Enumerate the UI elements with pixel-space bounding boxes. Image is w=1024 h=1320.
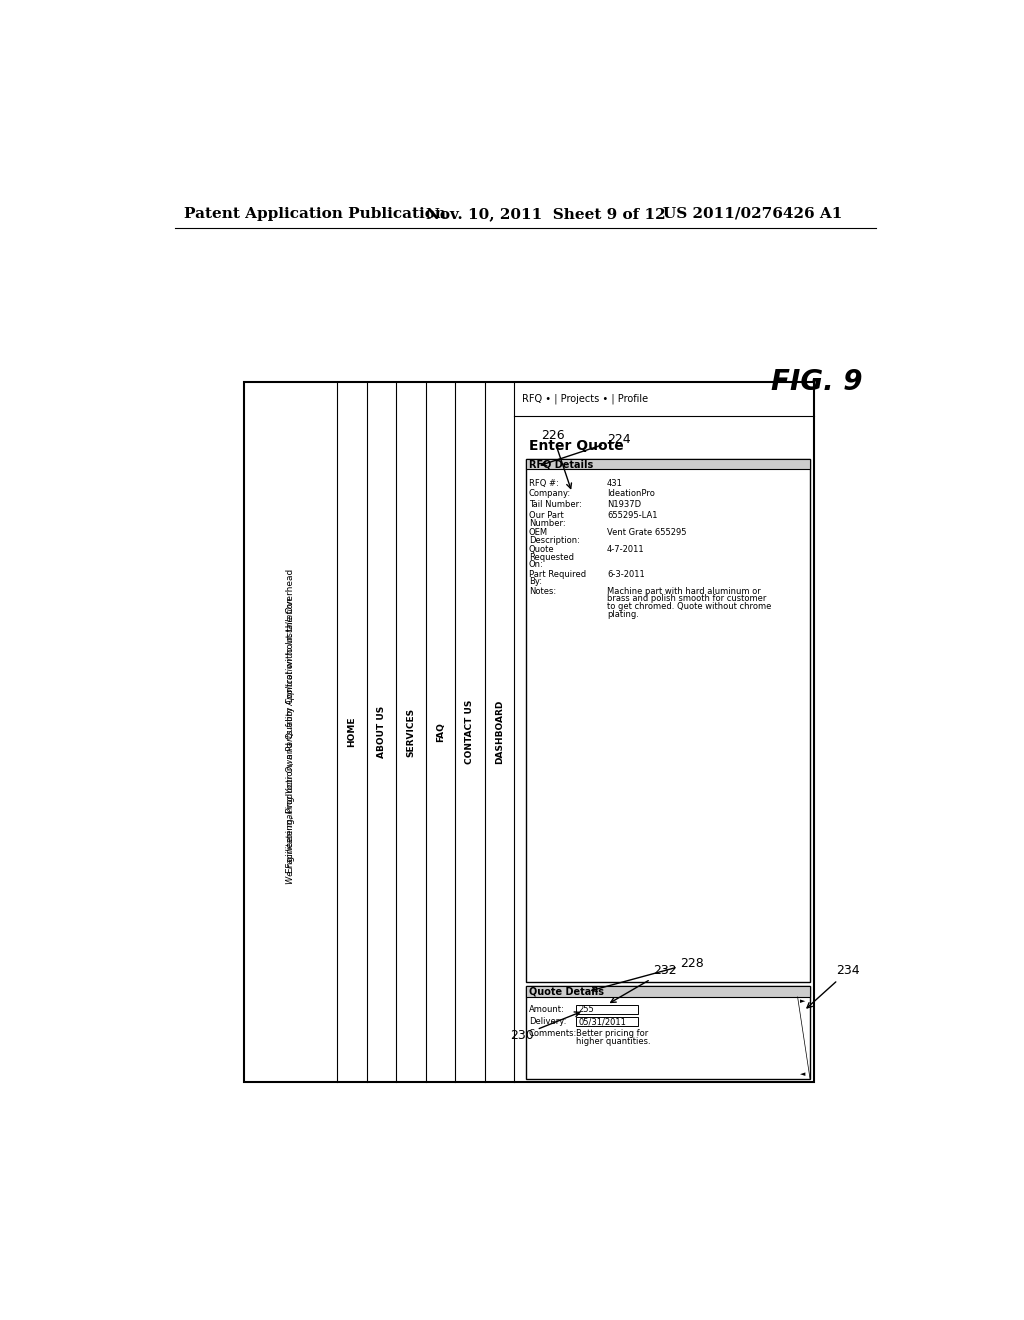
Text: DASHBOARD: DASHBOARD [495,700,504,764]
Text: brass and polish smooth for customer: brass and polish smooth for customer [607,594,766,603]
Bar [575,1016,638,1026]
Text: to get chromed. Quote without chrome: to get chromed. Quote without chrome [607,602,771,611]
Text: Part Required: Part Required [528,570,586,578]
Text: ►: ► [800,998,805,1005]
Text: Quote Details: Quote Details [528,986,604,997]
Text: 4-7-2011: 4-7-2011 [607,545,644,554]
Text: N1937D: N1937D [607,500,641,510]
Bar [525,986,810,997]
Text: RFQ • | Projects • | Profile: RFQ • | Projects • | Profile [521,393,648,404]
Text: Quote: Quote [528,545,554,554]
Text: Company:: Company: [528,490,570,499]
Text: Notes:: Notes: [528,586,556,595]
Text: ◄: ◄ [800,1071,805,1077]
Text: 226: 226 [541,429,571,488]
Text: US 2011/0276426 A1: US 2011/0276426 A1 [663,207,842,220]
Text: 05/31/2011: 05/31/2011 [579,1018,626,1026]
Text: RFQ #:: RFQ #: [528,479,558,487]
Bar [245,381,814,1082]
Text: By:: By: [528,577,542,586]
Text: We Facilitate making Your Own Parts from Application to Installation: We Facilitate making Your Own Parts from… [287,598,295,884]
Text: Better pricing for: Better pricing for [575,1030,648,1039]
Bar [525,459,810,982]
Text: Machine part with hard aluminum or: Machine part with hard aluminum or [607,586,761,595]
Text: 234: 234 [807,964,860,1008]
Text: Engineering, Production, and Quality Control without the Overhead: Engineering, Production, and Quality Con… [287,569,295,873]
Bar [525,986,810,1078]
Text: RFQ Details: RFQ Details [528,459,593,469]
Text: Comments:: Comments: [528,1030,577,1039]
Text: SERVICES: SERVICES [407,708,416,756]
Text: CONTACT US: CONTACT US [465,700,474,764]
Text: Patent Application Publication: Patent Application Publication [183,207,445,220]
Text: Our Part: Our Part [528,511,563,520]
Text: 224: 224 [542,433,631,466]
Text: higher quantities.: higher quantities. [575,1038,650,1045]
Text: On:: On: [528,561,544,569]
Bar [525,459,810,470]
Text: ABOUT US: ABOUT US [377,706,386,758]
Text: 228: 228 [592,957,705,991]
Text: FIG. 9: FIG. 9 [771,368,863,396]
Bar [575,1005,638,1014]
Text: 230: 230 [510,1012,580,1041]
Text: Tail Number:: Tail Number: [528,500,582,510]
Text: OEM: OEM [528,528,548,537]
Text: Vent Grate 655295: Vent Grate 655295 [607,528,686,537]
Text: Description:: Description: [528,536,580,545]
Text: Enter Quote: Enter Quote [529,440,625,454]
Text: Delivery:: Delivery: [528,1016,566,1026]
Text: Nov. 10, 2011  Sheet 9 of 12: Nov. 10, 2011 Sheet 9 of 12 [426,207,666,220]
Text: Amount:: Amount: [528,1005,564,1014]
Text: 431: 431 [607,479,623,487]
Text: 6-3-2011: 6-3-2011 [607,570,645,578]
Text: IdeationPro: IdeationPro [607,490,654,499]
Text: HOME: HOME [347,717,356,747]
Text: FAQ: FAQ [436,722,444,742]
Text: 655295-LA1: 655295-LA1 [607,511,657,520]
Text: Requested: Requested [528,553,573,561]
Text: 232: 232 [610,964,677,1002]
Text: Number:: Number: [528,519,565,528]
Text: 255: 255 [579,1005,594,1014]
Text: plating.: plating. [607,610,639,619]
